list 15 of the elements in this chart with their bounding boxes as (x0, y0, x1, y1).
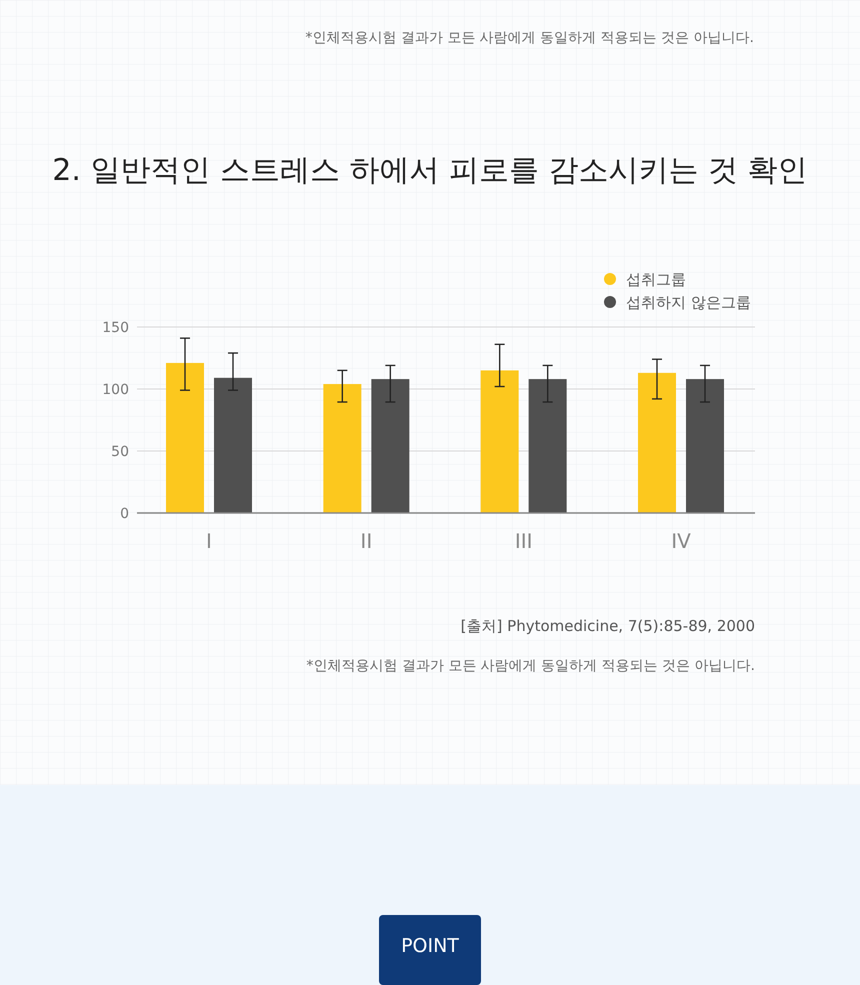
x-tick-label: IV (671, 529, 692, 553)
chart-title: 2. 일반적인 스트레스 하에서 피로를 감소시키는 것 확인 (52, 153, 808, 188)
y-tick-label: 150 (102, 320, 129, 336)
x-tick-label: II (360, 529, 372, 553)
text: *인체적용시험 결과가 모든 사람에게 동일하게 적용되는 것은 아닙니다. (306, 658, 755, 674)
legend-label: 섭취그룹 (626, 270, 686, 288)
x-tick-label: III (514, 529, 533, 553)
text: [출처] Phytomedicine, 7(5):85-89, 2000 (460, 617, 755, 635)
text: *인체적용시험 결과가 모든 사람에게 동일하게 적용되는 것은 아닙니다. (305, 30, 754, 46)
legend-label: 섭취하지 않은그룹 (626, 293, 751, 312)
y-tick-label: 100 (102, 382, 129, 398)
y-tick-label: 50 (111, 444, 129, 460)
x-tick-label: I (206, 529, 212, 553)
text: POINT (401, 935, 460, 957)
y-tick-label: 0 (120, 506, 129, 522)
